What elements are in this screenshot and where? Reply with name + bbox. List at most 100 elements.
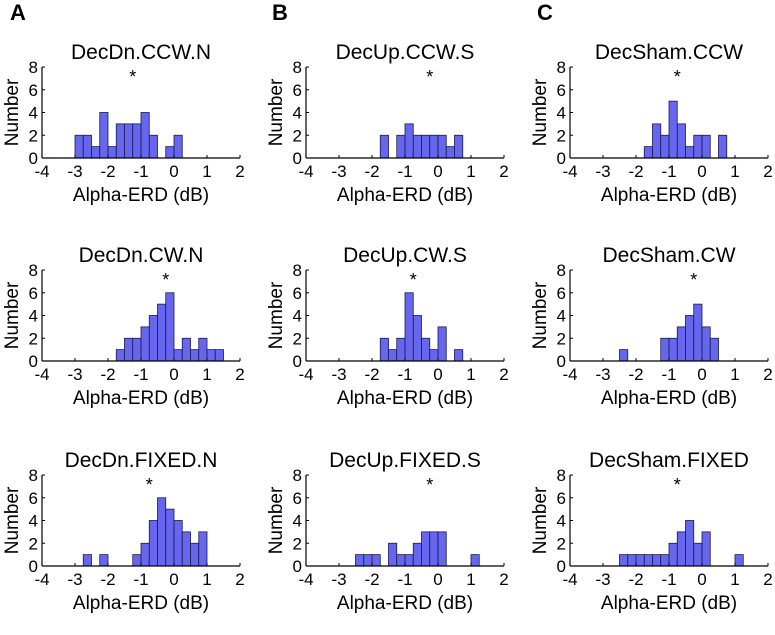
x-tick-label: -4 [298, 365, 313, 384]
x-tick-label: -4 [298, 162, 313, 181]
y-tick-label: 4 [557, 512, 566, 531]
chart-6: -4 -3 -2 -1 0 1 2 0 2 4 6 8 DecSham.CW * Alpha-ERD (dB… [530, 244, 773, 409]
x-tick-label: -4 [34, 365, 49, 384]
y-tick-label: 4 [293, 307, 302, 326]
x-tick-label: 0 [169, 365, 178, 384]
histogram-bar [82, 134, 92, 159]
x-tick-label: -1 [661, 162, 676, 181]
panel-label-b: B [272, 0, 288, 25]
histogram-bar [99, 554, 109, 567]
y-tick-label: 2 [29, 534, 38, 553]
y-axis-label: Number [266, 281, 287, 349]
x-axis-label: Alpha-ERD (dB) [73, 388, 209, 409]
histogram-bar [173, 134, 183, 159]
histogram-bar [685, 520, 695, 567]
chart-2: -4 -3 -2 -1 0 1 2 0 2 4 6 8 DecUp.CCW.S * Alpha-ERD (d… [266, 41, 509, 206]
y-tick-label: 0 [29, 557, 38, 576]
y-tick-label: 0 [293, 352, 302, 371]
y-tick-label: 2 [293, 126, 302, 145]
y-tick-label: 0 [557, 352, 566, 371]
y-axis-label: Number [2, 281, 23, 349]
y-tick-label: 0 [293, 557, 302, 576]
histogram-bar [668, 337, 678, 362]
x-axis-label: Alpha-ERD (dB) [601, 388, 737, 409]
histogram-bar [429, 531, 439, 567]
y-tick-label: 6 [557, 489, 566, 508]
x-axis-label: Alpha-ERD (dB) [337, 388, 473, 409]
histogram-bar [396, 134, 406, 159]
y-tick-label: 6 [557, 81, 566, 100]
x-tick-label: -1 [133, 570, 148, 589]
y-tick-label: 6 [293, 81, 302, 100]
x-tick-label: -3 [331, 365, 346, 384]
chart-title: DecUp.CCW.S [336, 41, 475, 64]
x-tick-label: -1 [133, 162, 148, 181]
x-tick-label: 2 [235, 162, 244, 181]
y-tick-label: 4 [557, 307, 566, 326]
y-tick-label: 4 [29, 512, 38, 531]
x-tick-label: -3 [67, 570, 82, 589]
chart-title: DecSham.CW [602, 244, 735, 267]
histogram-bar [74, 134, 84, 159]
y-axis-label: Number [530, 486, 551, 554]
histogram-bar [619, 554, 629, 567]
histogram-bar [404, 292, 414, 362]
x-tick-label: -1 [661, 570, 676, 589]
histogram-bar [140, 542, 150, 567]
histogram-bar [206, 349, 216, 362]
x-tick-label: 0 [169, 570, 178, 589]
x-axis-label: Alpha-ERD (dB) [337, 185, 473, 206]
histogram-bar [198, 337, 208, 362]
chart-title: DecUp.FIXED.S [329, 449, 481, 472]
x-tick-label: 1 [730, 162, 739, 181]
histogram-bar [454, 349, 464, 362]
y-tick-label: 8 [29, 261, 38, 280]
histogram-bar [140, 326, 150, 362]
histogram-bar [627, 554, 637, 567]
y-tick-label: 6 [557, 284, 566, 303]
x-tick-label: 0 [433, 570, 442, 589]
y-tick-label: 2 [293, 329, 302, 348]
y-tick-label: 0 [557, 149, 566, 168]
x-tick-label: 1 [466, 365, 475, 384]
significance-star: * [426, 475, 433, 495]
significance-star: * [426, 67, 433, 87]
histogram-bar [693, 542, 703, 567]
y-tick-label: 0 [293, 149, 302, 168]
histogram-bar [148, 134, 158, 159]
y-tick-label: 4 [557, 104, 566, 123]
significance-star: * [146, 475, 153, 495]
y-tick-label: 2 [29, 126, 38, 145]
x-tick-label: -2 [100, 570, 115, 589]
y-tick-label: 6 [29, 489, 38, 508]
x-tick-label: -3 [595, 162, 610, 181]
histogram-bar [388, 542, 398, 567]
x-tick-label: -3 [67, 365, 82, 384]
histogram-bar [124, 337, 134, 362]
histogram-bar [107, 146, 117, 159]
histogram-bar [157, 303, 167, 362]
x-tick-label: 1 [730, 365, 739, 384]
histogram-bar [140, 112, 150, 159]
histogram-bar [91, 146, 101, 159]
y-tick-label: 2 [29, 329, 38, 348]
y-tick-label: 2 [557, 126, 566, 145]
histogram-bar [437, 326, 447, 362]
x-tick-label: 2 [235, 365, 244, 384]
chart-4: -4 -3 -2 -1 0 1 2 0 2 4 6 8 DecDn.CW.N * Alpha-ERD (dB… [2, 244, 245, 409]
x-tick-label: 1 [730, 570, 739, 589]
significance-star: * [410, 270, 417, 290]
histogram-bar [693, 303, 703, 362]
x-axis-label: Alpha-ERD (dB) [601, 593, 737, 614]
x-tick-label: -4 [34, 162, 49, 181]
chart-5: -4 -3 -2 -1 0 1 2 0 2 4 6 8 DecUp.CW.S * Alpha-ERD (dB… [266, 244, 509, 409]
x-tick-label: -4 [34, 570, 49, 589]
significance-star: * [674, 67, 681, 87]
histogram-bar [668, 542, 678, 567]
histogram-bar [635, 554, 645, 567]
x-tick-label: 1 [202, 365, 211, 384]
histogram-bar [693, 134, 703, 159]
x-tick-label: 0 [697, 365, 706, 384]
chart-title: DecSham.CCW [595, 41, 743, 64]
